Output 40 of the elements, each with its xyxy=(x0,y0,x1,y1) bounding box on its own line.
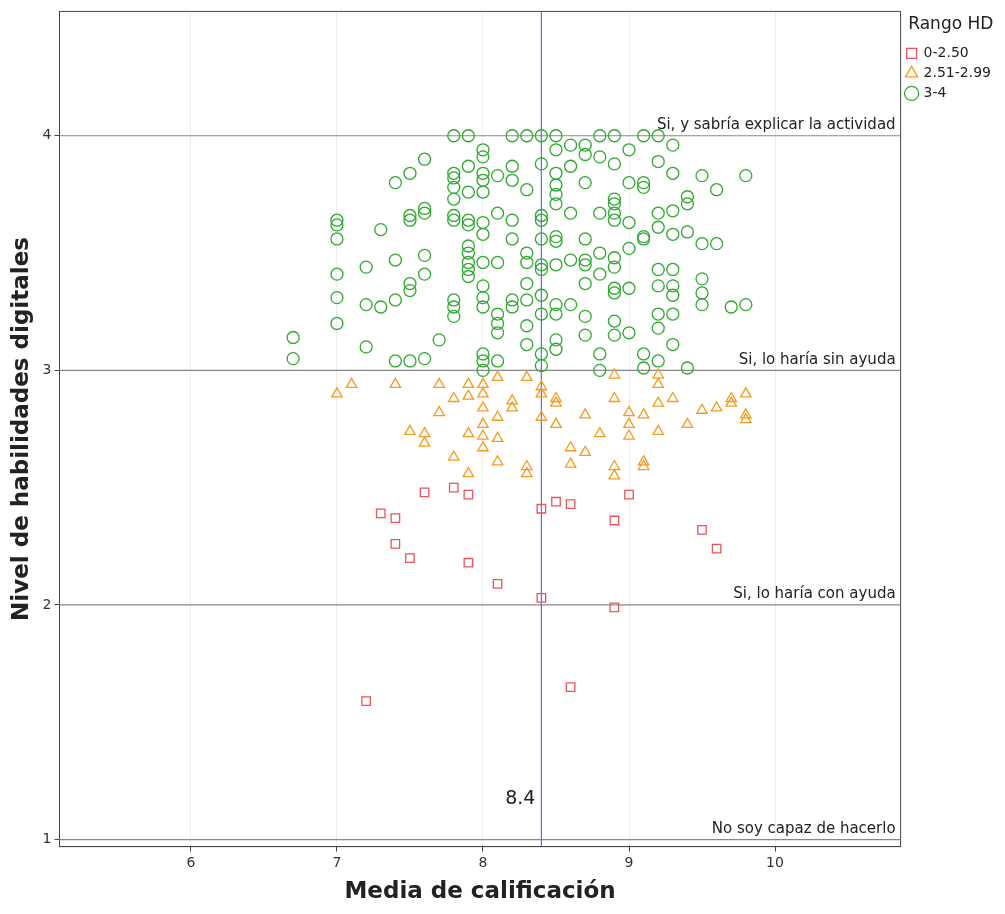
ref-line-label: Si, y sabría explicar la actividad xyxy=(656,115,896,134)
point xyxy=(405,553,415,563)
ref-line-label: No soy capaz de hacerlo xyxy=(711,818,896,837)
y-tick-label: 1 xyxy=(42,830,52,847)
ref-line-label: 8.4 xyxy=(505,786,536,809)
legend-label: 3-4 xyxy=(923,84,947,101)
point xyxy=(390,513,401,524)
y-tick-label: 2 xyxy=(42,595,52,612)
point xyxy=(463,557,474,568)
x-axis-title: Media de calificación xyxy=(344,877,616,904)
y-axis-title: Nivel de habilidades digitales xyxy=(6,237,33,621)
x-tick-label: 9 xyxy=(624,853,634,870)
legend-label: 2.51-2.99 xyxy=(923,64,992,81)
x-tick-label: 10 xyxy=(766,853,784,870)
point xyxy=(609,602,620,613)
legend-label: 0-2.50 xyxy=(923,44,969,61)
x-tick-label: 8 xyxy=(478,853,488,870)
point xyxy=(492,578,503,589)
x-tick-label: 6 xyxy=(186,853,196,870)
point xyxy=(390,539,401,549)
point xyxy=(463,489,474,500)
point xyxy=(697,524,707,535)
point xyxy=(375,508,386,519)
point xyxy=(711,543,722,554)
point xyxy=(448,482,459,493)
y-tick-label: 3 xyxy=(42,360,52,377)
x-tick-label: 7 xyxy=(332,853,342,870)
point xyxy=(361,696,372,707)
point xyxy=(624,489,634,500)
legend-title: Rango HD xyxy=(908,12,994,33)
point xyxy=(609,515,620,526)
point xyxy=(565,499,576,509)
y-tick-label: 4 xyxy=(42,126,52,143)
ref-line-label: Si, lo haría con ayuda xyxy=(733,584,896,603)
point xyxy=(551,496,561,507)
ref-line-label: Si, lo haría sin ayuda xyxy=(738,349,896,368)
point xyxy=(536,503,547,514)
point xyxy=(536,593,547,603)
point xyxy=(419,487,430,498)
point xyxy=(565,682,576,692)
